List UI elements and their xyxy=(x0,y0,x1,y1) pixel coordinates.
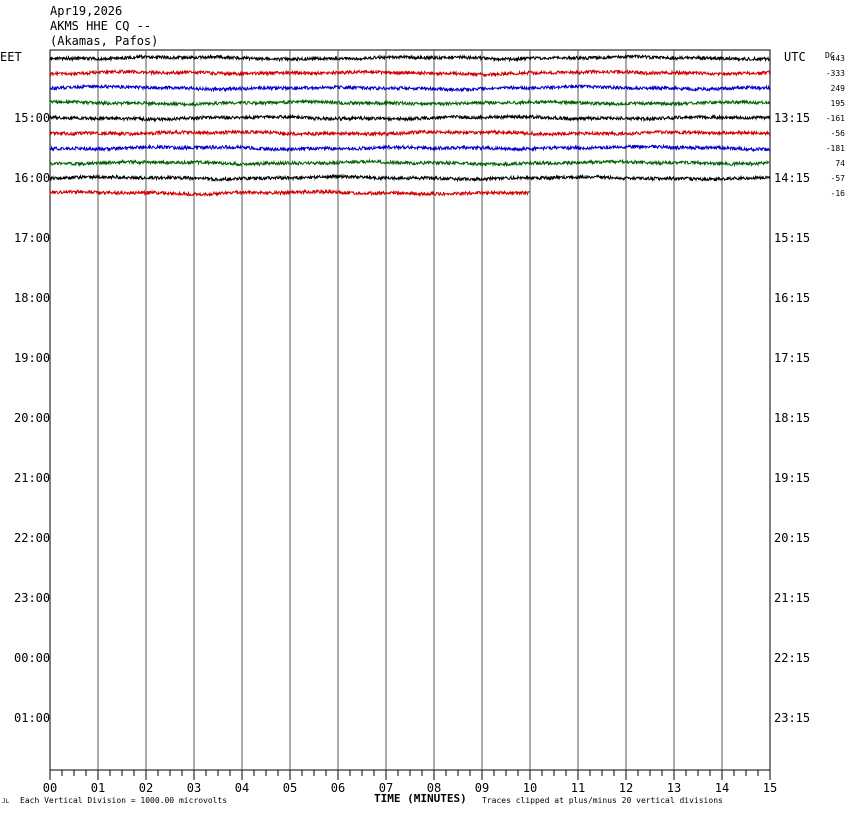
right-hour-label: 14:15 xyxy=(774,171,810,185)
x-tick-label: 02 xyxy=(139,781,153,795)
dc-value: 74 xyxy=(835,159,845,168)
x-tick-label: 13 xyxy=(667,781,681,795)
header-location: (Akamas, Pafos) xyxy=(50,34,159,48)
right-hour-label: 20:15 xyxy=(774,531,810,545)
right-hour-label: 13:15 xyxy=(774,111,810,125)
plot-frame xyxy=(49,49,771,771)
left-hour-label: 01:00 xyxy=(14,711,50,725)
left-hour-label: 18:00 xyxy=(14,291,50,305)
dc-label: DC xyxy=(825,51,835,60)
x-tick-label: 15 xyxy=(763,781,777,795)
x-tick-label: 09 xyxy=(475,781,489,795)
left-hour-label: 23:00 xyxy=(14,591,50,605)
dc-value: -56 xyxy=(831,129,846,138)
x-tick-label: 03 xyxy=(187,781,201,795)
right-hour-label: 22:15 xyxy=(774,651,810,665)
x-tick-label: 01 xyxy=(91,781,105,795)
right-hour-label: 21:15 xyxy=(774,591,810,605)
trace-row-9 xyxy=(49,188,531,198)
left-hour-label: 15:00 xyxy=(14,111,50,125)
x-tick-label: 07 xyxy=(379,781,393,795)
right-axis-label: UTC xyxy=(784,50,806,64)
right-hour-label: 23:15 xyxy=(774,711,810,725)
trace-row-4 xyxy=(49,113,771,123)
dc-value: 195 xyxy=(831,99,846,108)
dc-value: -181 xyxy=(826,144,845,153)
dc-value: -16 xyxy=(831,189,846,198)
x-tick-label: 05 xyxy=(283,781,297,795)
left-hour-label: 22:00 xyxy=(14,531,50,545)
x-tick-label: 00 xyxy=(43,781,57,795)
header-station: AKMS HHE CQ -- xyxy=(50,19,152,33)
trace-row-3 xyxy=(49,98,771,108)
right-hour-label: 19:15 xyxy=(774,471,810,485)
corner-mark: JL xyxy=(2,798,10,805)
x-tick-label: 14 xyxy=(715,781,729,795)
clip-note: Traces clipped at plus/minus 20 vertical… xyxy=(482,796,723,805)
x-tick-label: 04 xyxy=(235,781,249,795)
x-tick-label: 06 xyxy=(331,781,345,795)
scale-note: Each Vertical Division = 1000.00 microvo… xyxy=(20,796,228,805)
trace-row-5 xyxy=(49,128,771,138)
right-hour-label: 17:15 xyxy=(774,351,810,365)
trace-row-6 xyxy=(49,143,771,153)
left-hour-label: 19:00 xyxy=(14,351,50,365)
trace-row-2 xyxy=(49,83,771,93)
dc-value: 443 xyxy=(831,54,846,63)
left-hour-label: 17:00 xyxy=(14,231,50,245)
right-hour-label: 18:15 xyxy=(774,411,810,425)
x-axis-label: TIME (MINUTES) xyxy=(374,792,467,805)
x-tick-label: 12 xyxy=(619,781,633,795)
x-tick-label: 11 xyxy=(571,781,585,795)
trace-row-0 xyxy=(49,53,771,63)
x-tick-label: 10 xyxy=(523,781,537,795)
left-hour-label: 21:00 xyxy=(14,471,50,485)
dc-value: -161 xyxy=(826,114,845,123)
dc-value: -333 xyxy=(826,69,845,78)
left-hour-label: 16:00 xyxy=(14,171,50,185)
x-tick-label: 08 xyxy=(427,781,441,795)
left-hour-label: 00:00 xyxy=(14,651,50,665)
dc-value: -57 xyxy=(831,174,846,183)
trace-row-1 xyxy=(49,68,771,78)
right-hour-label: 15:15 xyxy=(774,231,810,245)
header-date: Apr19,2026 xyxy=(50,4,123,18)
dc-value: 249 xyxy=(831,84,846,93)
left-hour-label: 20:00 xyxy=(14,411,50,425)
left-axis-label: EET xyxy=(0,50,22,64)
right-hour-label: 16:15 xyxy=(774,291,810,305)
trace-row-7 xyxy=(49,158,771,168)
trace-row-8 xyxy=(49,173,771,183)
